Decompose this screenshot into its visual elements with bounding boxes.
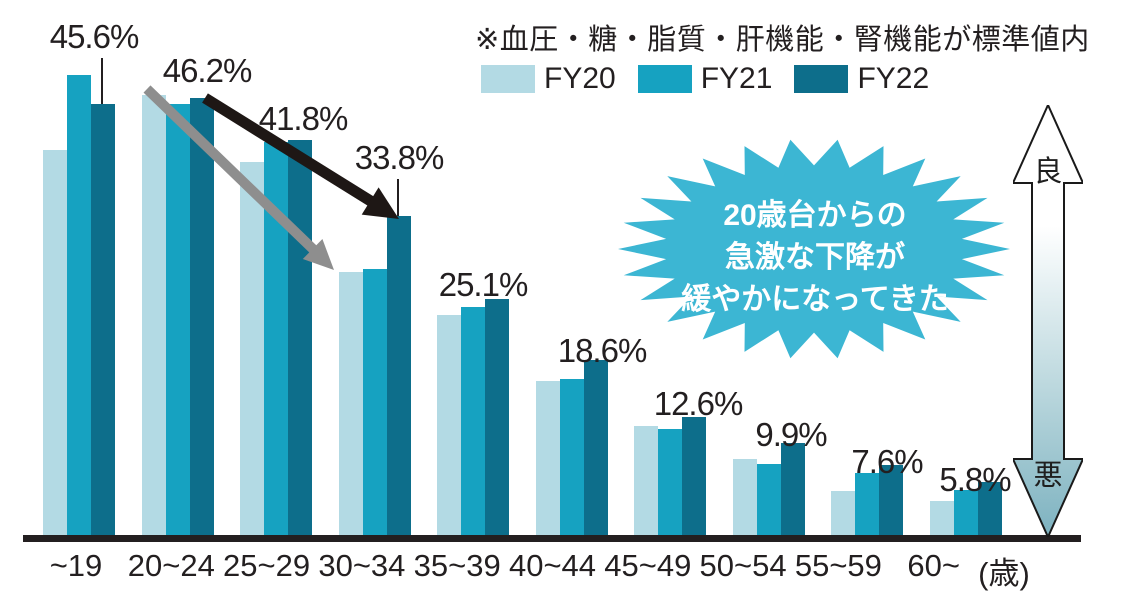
bar-fy21-45~49 bbox=[658, 428, 682, 537]
bar-fy21-50~54 bbox=[756, 463, 781, 537]
legend-label-fy22: FY22 bbox=[857, 62, 930, 95]
fy20-swatch-icon bbox=[481, 65, 535, 93]
bar-fy20-30~34 bbox=[338, 271, 363, 537]
data-label-40~44: 18.6% bbox=[557, 332, 648, 369]
x-tick-60~: 60~ bbox=[907, 548, 960, 583]
bar-fy22-50~54 bbox=[780, 442, 805, 537]
x-tick-25~29: 25~29 bbox=[223, 548, 311, 583]
bar-fy22-20~24 bbox=[189, 98, 214, 537]
x-tick-30~34: 30~34 bbox=[318, 548, 406, 583]
x-tick-50~54: 50~54 bbox=[699, 548, 787, 583]
bar-fy22-60~ bbox=[977, 481, 1002, 537]
scale-bad-label: 悪 bbox=[1033, 460, 1063, 492]
bar-fy21-40~44 bbox=[559, 379, 584, 537]
bar-fy20-40~44 bbox=[535, 381, 560, 537]
bar-fy21-~19 bbox=[67, 75, 91, 537]
fy22-swatch-icon bbox=[794, 65, 849, 93]
bar-fy21-35~39 bbox=[461, 307, 485, 537]
legend-label-fy20: FY20 bbox=[544, 62, 616, 95]
x-axis-line bbox=[23, 535, 1081, 542]
callout-line-3: 緩やかになってきた bbox=[681, 283, 949, 316]
x-tick-55~59: 55~59 bbox=[794, 548, 882, 583]
bar-fy22-25~29 bbox=[288, 139, 312, 537]
data-label-20~24: 46.2% bbox=[162, 52, 253, 89]
legend-item-fy22: FY22 bbox=[794, 62, 929, 96]
bar-fy20-55~59 bbox=[831, 491, 855, 537]
bar-fy20-25~29 bbox=[240, 161, 264, 537]
bar-fy20-~19 bbox=[43, 150, 67, 537]
bar-fy22-40~44 bbox=[583, 360, 608, 537]
legend-label-fy21: FY21 bbox=[700, 62, 773, 95]
bar-fy20-45~49 bbox=[634, 425, 658, 537]
callout-line-2: 急激な下降が bbox=[725, 241, 905, 274]
chart-note: ※血圧・糖・脂質・肝機能・腎機能が標準値内 bbox=[475, 24, 1090, 56]
legend-item-fy20: FY20 bbox=[481, 62, 616, 96]
callout-burst bbox=[618, 139, 1010, 359]
bar-fy21-30~34 bbox=[362, 269, 387, 537]
bar-fy21-25~29 bbox=[264, 141, 288, 537]
data-label-30~34: 33.8% bbox=[354, 139, 445, 176]
data-label-~19: 45.6% bbox=[49, 18, 140, 55]
callout-line-1: 20歳台からの bbox=[723, 199, 907, 232]
x-axis-unit: (歳) bbox=[978, 556, 1030, 591]
bar-fy20-50~54 bbox=[732, 459, 757, 537]
x-tick-~19: ~19 bbox=[49, 548, 103, 583]
fy21-swatch-icon bbox=[637, 65, 692, 93]
bar-fy22-30~34 bbox=[386, 215, 411, 537]
data-label-60~: 5.8% bbox=[939, 461, 1011, 498]
label-leader-line-1 bbox=[396, 179, 399, 216]
legend-item-fy21: FY21 bbox=[637, 62, 773, 96]
data-label-25~29: 41.8% bbox=[258, 100, 349, 137]
data-label-50~54: 9.9% bbox=[755, 416, 827, 453]
bar-fy21-55~59 bbox=[855, 473, 879, 537]
x-tick-45~49: 45~49 bbox=[604, 548, 692, 583]
data-label-35~39: 25.1% bbox=[438, 266, 529, 303]
bar-fy22-35~39 bbox=[485, 298, 509, 537]
bar-fy20-20~24 bbox=[141, 95, 166, 537]
bar-fy22-55~59 bbox=[879, 464, 903, 537]
bar-fy21-20~24 bbox=[165, 103, 190, 537]
good-bad-scale-arrow bbox=[1013, 105, 1083, 537]
data-label-45~49: 12.6% bbox=[653, 385, 744, 422]
bar-fy22-~19 bbox=[91, 103, 115, 537]
label-leader-line-0 bbox=[101, 58, 103, 104]
x-tick-20~24: 20~24 bbox=[127, 548, 215, 583]
bar-fy20-60~ bbox=[929, 500, 954, 537]
x-tick-35~39: 35~39 bbox=[413, 548, 501, 583]
data-label-55~59: 7.6% bbox=[851, 443, 923, 480]
legend: FY20 FY21 FY22 bbox=[481, 62, 951, 96]
scale-good-label: 良 bbox=[1033, 156, 1063, 188]
bar-fy20-35~39 bbox=[437, 314, 461, 537]
bar-fy22-45~49 bbox=[682, 417, 706, 537]
bar-fy21-60~ bbox=[953, 490, 978, 537]
x-tick-40~44: 40~44 bbox=[508, 548, 597, 583]
